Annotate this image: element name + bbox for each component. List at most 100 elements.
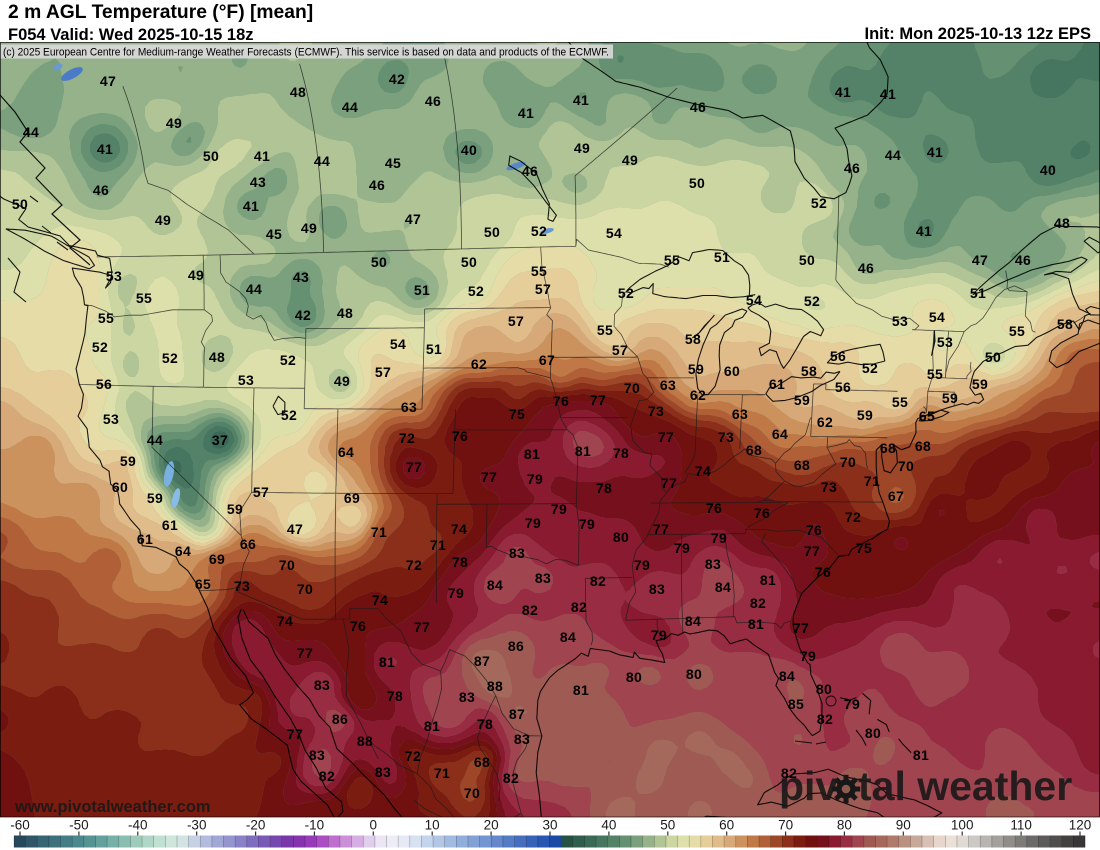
svg-text:44: 44 xyxy=(885,147,901,163)
svg-text:56: 56 xyxy=(835,379,851,395)
svg-text:49: 49 xyxy=(622,152,638,168)
svg-text:81: 81 xyxy=(573,682,589,698)
svg-text:46: 46 xyxy=(1015,252,1031,268)
svg-text:48: 48 xyxy=(209,349,225,365)
svg-text:82: 82 xyxy=(817,711,833,727)
svg-text:62: 62 xyxy=(471,356,487,372)
svg-text:82: 82 xyxy=(781,765,797,781)
svg-text:73: 73 xyxy=(821,479,837,495)
svg-text:76: 76 xyxy=(553,393,569,409)
svg-text:75: 75 xyxy=(856,540,872,556)
svg-text:41: 41 xyxy=(518,105,534,121)
svg-text:67: 67 xyxy=(888,488,904,504)
svg-text:64: 64 xyxy=(772,426,788,442)
svg-text:81: 81 xyxy=(760,572,776,588)
svg-text:82: 82 xyxy=(319,768,335,784)
svg-text:59: 59 xyxy=(972,376,988,392)
svg-text:46: 46 xyxy=(844,160,860,176)
svg-text:47: 47 xyxy=(287,521,303,537)
svg-text:79: 79 xyxy=(579,516,595,532)
svg-text:82: 82 xyxy=(590,573,606,589)
svg-text:69: 69 xyxy=(209,551,225,567)
svg-text:80: 80 xyxy=(626,669,642,685)
svg-text:40: 40 xyxy=(461,142,477,158)
svg-text:79: 79 xyxy=(448,585,464,601)
svg-text:0: 0 xyxy=(370,818,378,833)
svg-text:20: 20 xyxy=(484,818,499,833)
svg-text:65: 65 xyxy=(919,408,935,424)
svg-text:50: 50 xyxy=(689,175,705,191)
svg-text:85: 85 xyxy=(788,696,804,712)
svg-text:70: 70 xyxy=(898,458,914,474)
svg-text:41: 41 xyxy=(97,141,113,157)
svg-text:47: 47 xyxy=(405,211,421,227)
svg-text:41: 41 xyxy=(254,148,270,164)
svg-text:78: 78 xyxy=(387,688,403,704)
svg-text:52: 52 xyxy=(804,293,820,309)
svg-text:84: 84 xyxy=(685,613,701,629)
svg-text:52: 52 xyxy=(280,352,296,368)
svg-text:50: 50 xyxy=(12,196,28,212)
svg-text:59: 59 xyxy=(794,392,810,408)
svg-text:41: 41 xyxy=(927,144,943,160)
svg-text:-30: -30 xyxy=(187,818,207,833)
svg-text:64: 64 xyxy=(338,444,354,460)
svg-text:-50: -50 xyxy=(69,818,89,833)
svg-text:52: 52 xyxy=(811,195,827,211)
svg-text:49: 49 xyxy=(188,267,204,283)
svg-text:76: 76 xyxy=(706,500,722,516)
svg-text:68: 68 xyxy=(915,438,931,454)
svg-text:83: 83 xyxy=(375,764,391,780)
svg-text:49: 49 xyxy=(574,140,590,156)
svg-text:78: 78 xyxy=(477,716,493,732)
svg-text:69: 69 xyxy=(344,490,360,506)
svg-text:40: 40 xyxy=(1040,162,1056,178)
svg-text:44: 44 xyxy=(23,124,39,140)
svg-text:41: 41 xyxy=(835,84,851,100)
svg-text:37: 37 xyxy=(212,432,228,448)
svg-text:50: 50 xyxy=(203,148,219,164)
svg-text:52: 52 xyxy=(468,283,484,299)
svg-text:82: 82 xyxy=(571,599,587,615)
svg-text:120: 120 xyxy=(1069,818,1092,833)
svg-text:59: 59 xyxy=(227,501,243,517)
svg-text:74: 74 xyxy=(451,521,467,537)
svg-text:48: 48 xyxy=(337,305,353,321)
svg-text:77: 77 xyxy=(287,726,303,742)
svg-text:50: 50 xyxy=(660,818,675,833)
svg-text:51: 51 xyxy=(970,285,986,301)
svg-text:72: 72 xyxy=(406,557,422,573)
svg-text:77: 77 xyxy=(658,429,674,445)
svg-text:83: 83 xyxy=(649,581,665,597)
svg-text:53: 53 xyxy=(103,411,119,427)
svg-text:79: 79 xyxy=(711,530,727,546)
svg-text:86: 86 xyxy=(332,711,348,727)
svg-text:55: 55 xyxy=(892,394,908,410)
svg-text:47: 47 xyxy=(100,73,116,89)
svg-text:51: 51 xyxy=(426,341,442,357)
svg-text:52: 52 xyxy=(92,339,108,355)
svg-text:80: 80 xyxy=(613,529,629,545)
svg-text:52: 52 xyxy=(862,360,878,376)
svg-text:68: 68 xyxy=(746,442,762,458)
svg-text:90: 90 xyxy=(896,818,911,833)
svg-text:45: 45 xyxy=(266,226,282,242)
svg-text:61: 61 xyxy=(162,517,178,533)
svg-text:piv: piv xyxy=(779,763,838,809)
svg-text:70: 70 xyxy=(279,557,295,573)
svg-text:82: 82 xyxy=(522,602,538,618)
svg-text:55: 55 xyxy=(927,366,943,382)
svg-text:59: 59 xyxy=(857,407,873,423)
svg-text:48: 48 xyxy=(290,84,306,100)
svg-text:41: 41 xyxy=(573,92,589,108)
svg-text:78: 78 xyxy=(596,480,612,496)
svg-text:79: 79 xyxy=(844,696,860,712)
svg-text:49: 49 xyxy=(301,220,317,236)
svg-text:43: 43 xyxy=(293,269,309,285)
svg-text:76: 76 xyxy=(815,564,831,580)
svg-text:83: 83 xyxy=(309,747,325,763)
svg-text:55: 55 xyxy=(1009,323,1025,339)
svg-text:84: 84 xyxy=(715,579,731,595)
svg-text:-40: -40 xyxy=(128,818,148,833)
svg-text:54: 54 xyxy=(390,336,406,352)
